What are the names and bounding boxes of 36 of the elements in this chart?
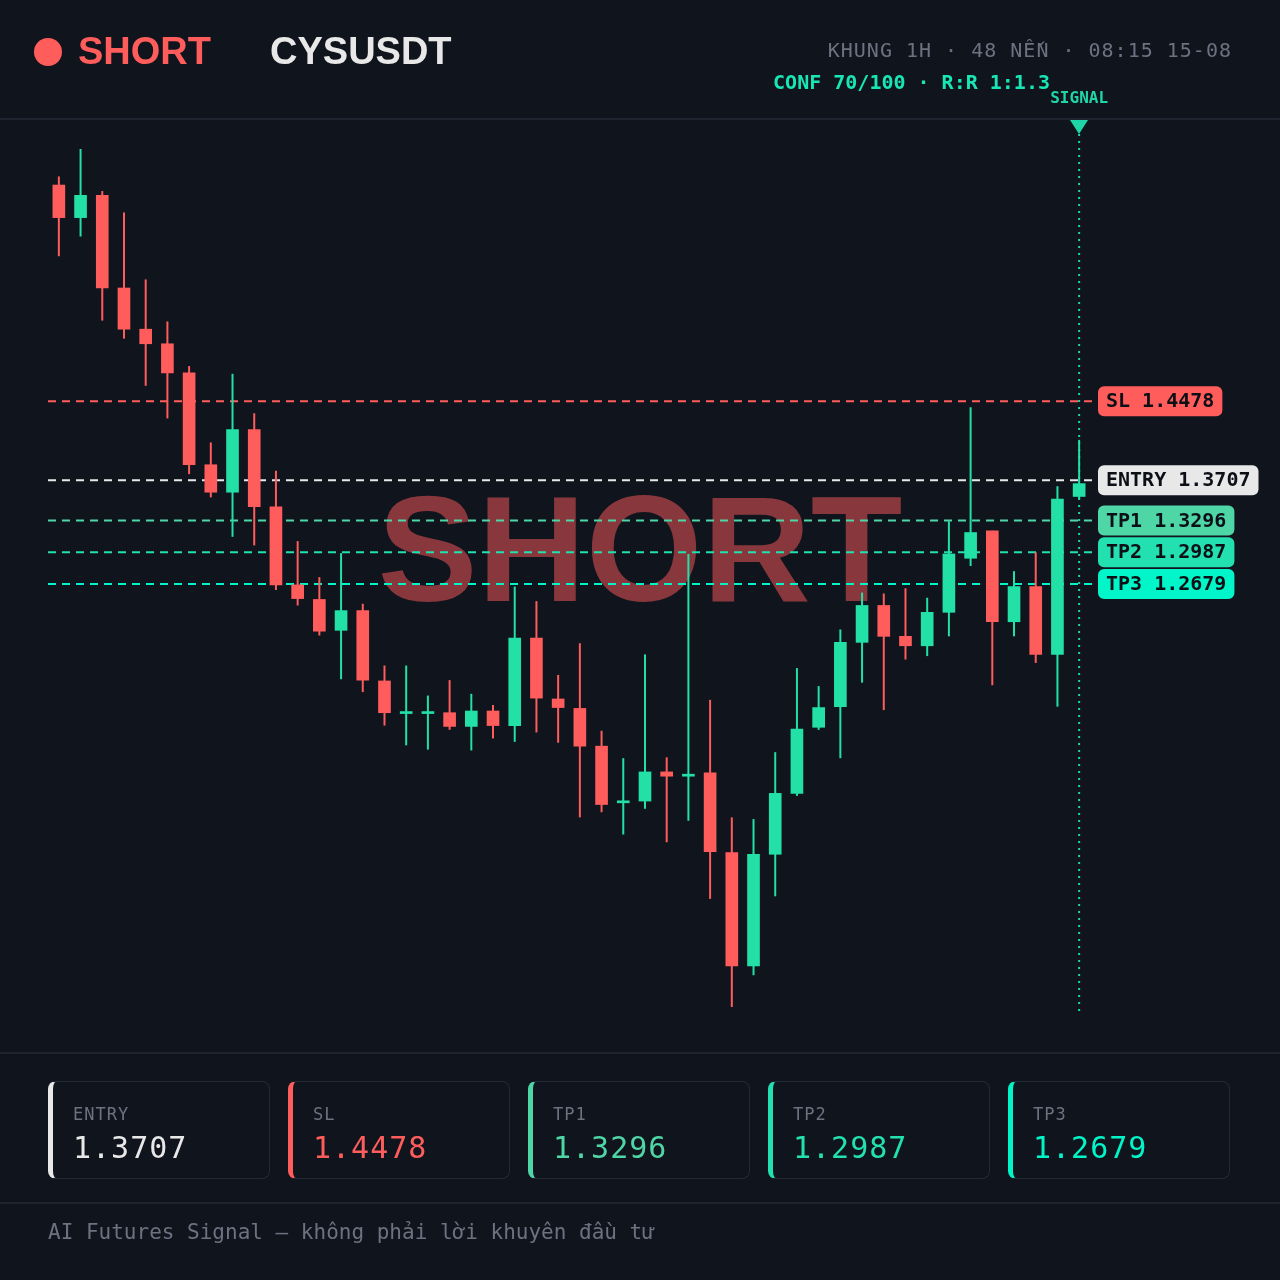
text: TP3 [1033,1104,1067,1124]
text: 1.2679 [1033,1130,1148,1165]
candlestick [334,552,348,681]
ref-line-label: TP2 1.2987 [1106,539,1227,564]
candlestick [421,694,435,751]
candlestick [486,703,500,740]
text: ENTRY [73,1104,130,1124]
candlestick [616,757,630,836]
text: SL [313,1104,336,1124]
candlestick [399,664,413,747]
ref-line-label: ENTRY 1.3707 [1106,467,1251,492]
candlestick [139,278,153,387]
text: TP1 [553,1104,587,1124]
candlestick [551,673,565,744]
ref-line-label: TP3 1.2679 [1106,571,1227,596]
candlestick [660,756,674,844]
text: TP2 [793,1104,827,1124]
text: 1.3707 [73,1130,188,1165]
text: SHORT [78,30,211,73]
text: 1.4478 [313,1130,428,1165]
candlestick [74,148,87,238]
annotation: SHORT [377,465,903,634]
ref-line-label: TP1 1.3296 [1106,507,1227,532]
candlestick [291,540,304,607]
candlestick [464,692,478,752]
candlestick [812,685,825,731]
text: CONF 70/100 · R:R 1:1.3 [773,70,1050,94]
text: AI Futures Signal — không phải lời khuyên đầu tư [48,1220,655,1244]
chart-subtitle: KHUNG 1H · 48 NẾN · 08:15 15-08 [827,38,1232,62]
text: 1.3296 [553,1130,668,1165]
text: SIGNAL [1050,88,1109,107]
ref-line-label: SL 1.4478 [1106,388,1215,413]
candlestick [443,679,456,731]
candlestick [899,587,912,661]
text: 1.2987 [793,1130,908,1165]
chart-title: CYSUSDT [270,30,452,73]
